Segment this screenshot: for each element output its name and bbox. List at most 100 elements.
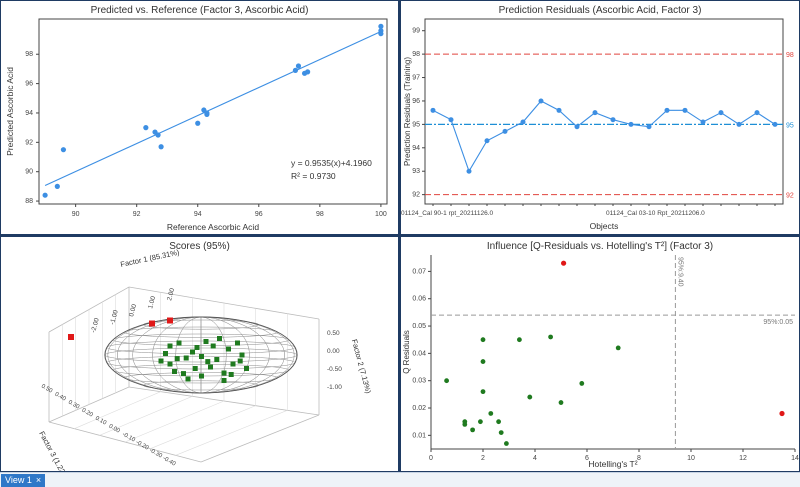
x-axis-label: Objects <box>590 221 619 231</box>
x-tick-label: 90 <box>72 211 80 218</box>
x-axis-label: Reference Ascorbic Acid <box>167 222 259 232</box>
regression-line <box>44 31 382 187</box>
x-tick-label: 10 <box>687 455 695 462</box>
factor3-tick-label: 0.20 <box>81 408 95 419</box>
prediction-residuals-panel[interactable]: Prediction Residuals (Ascorbic Acid, Fac… <box>401 1 799 234</box>
inlier-point <box>527 394 533 400</box>
predicted-vs-reference-plot[interactable]: 90 92 94 96 98 100 88 90 92 94 96 98 Reference Ascor… <box>1 1 398 234</box>
inlier-point <box>498 430 504 436</box>
y-tick-label: 94 <box>25 110 33 117</box>
y-tick-label: 97 <box>412 75 420 82</box>
residual-point <box>772 121 778 127</box>
y-axis-label: Predicted Ascorbic Acid <box>5 67 15 156</box>
outlier-point <box>167 317 173 324</box>
grid-line <box>124 400 225 443</box>
x-tick-label: 2 <box>481 455 485 462</box>
factor1-tick-label: -1.00 <box>109 309 120 325</box>
r-squared-annotation: R² = 0.9730 <box>291 171 336 181</box>
residual-point <box>628 121 634 127</box>
view-tab-bar: View 1 × <box>0 472 800 487</box>
factor2-tick-label: 0.50 <box>327 330 340 337</box>
x-tick-label: 01124_Cal 90-1 rpt_20211126.0 <box>401 210 494 217</box>
scores-3d-plot[interactable]: 2.00 1.00 0.00 -1.00 -2.00 Factor 1 (85.31%) 0… <box>1 237 398 471</box>
score-point <box>217 336 222 341</box>
x-tick-label: 92 <box>133 211 141 218</box>
equation-annotation: y = 0.9535(x)+4.1960 <box>291 158 372 168</box>
score-point <box>244 366 249 371</box>
data-point <box>305 69 311 75</box>
y-tick-label: 96 <box>25 81 33 88</box>
residual-point <box>484 138 490 144</box>
score-point <box>226 346 231 352</box>
grid-line <box>150 405 256 449</box>
inlier-point <box>462 422 468 427</box>
data-point <box>42 192 48 198</box>
y-tick-label: 98 <box>412 51 420 58</box>
inlier-point <box>478 419 483 425</box>
factor1-axis-label: Factor 1 (85.31%) <box>120 248 181 269</box>
score-point <box>221 370 227 376</box>
score-point <box>172 369 177 374</box>
x-tick-label: 0 <box>429 455 433 462</box>
x-tick-label: 96 <box>255 211 263 218</box>
y-tick-label: 98 <box>25 51 33 58</box>
factor3-tick-label: -0.40 <box>162 456 177 468</box>
chart-title: Prediction Residuals (Ascorbic Acid, Fac… <box>498 5 702 16</box>
residual-point <box>736 121 742 127</box>
influence-plot[interactable]: 0 2 4 6 8 10 12 14 0.01 0.02 0.03 0.04 0.05 0.06 0.07 9… <box>401 237 799 471</box>
score-point <box>185 376 191 382</box>
score-point <box>210 343 216 349</box>
inlier-point <box>579 381 585 386</box>
score-point <box>167 343 173 349</box>
influence-panel[interactable]: Influence [Q-Residuals vs. Hotelling's T… <box>401 237 799 471</box>
inlier-point <box>558 400 564 405</box>
y-axis-label: Q Residuals <box>402 330 411 374</box>
chart-title: Influence [Q-Residuals vs. Hotelling's T… <box>486 241 714 252</box>
ellipsoid-outline <box>104 316 298 394</box>
score-point <box>230 361 236 367</box>
score-point <box>239 352 245 358</box>
score-point <box>163 351 168 356</box>
prediction-residuals-plot[interactable]: 92 93 94 95 96 97 98 99 98 92 95 01124_Cal 90-1 rpt… <box>401 1 799 234</box>
score-point <box>203 339 209 344</box>
scores-3d-panel[interactable]: Scores (95%) 2.00 1.00 0.00 -1.00 -2.00 Facto… <box>1 237 398 471</box>
y-tick-label: 0.06 <box>412 296 426 303</box>
close-icon[interactable]: × <box>35 475 42 485</box>
outlier-point <box>68 334 74 340</box>
ellipsoid-latitude <box>106 340 296 355</box>
outlier-point <box>561 260 567 266</box>
inlier-point <box>504 441 509 446</box>
residual-point <box>700 119 706 125</box>
y-tick-label: 88 <box>25 198 33 205</box>
data-point <box>204 110 210 116</box>
chart-grid: Predicted vs. Reference (Factor 3, Ascor… <box>0 0 800 472</box>
data-point <box>143 125 149 131</box>
score-point <box>228 372 234 377</box>
tab-view-1[interactable]: View 1 × <box>1 474 46 487</box>
predicted-vs-reference-panel[interactable]: Predicted vs. Reference (Factor 3, Ascor… <box>1 1 398 234</box>
residual-point <box>520 119 526 125</box>
data-point <box>195 120 201 126</box>
y-tick-label: 0.02 <box>412 405 426 412</box>
outlier-point <box>779 410 785 417</box>
tab-label: View 1 <box>5 475 32 485</box>
data-point <box>378 23 384 29</box>
box-edge <box>200 414 320 463</box>
x-tick-label: 12 <box>739 455 747 462</box>
residual-point <box>592 110 598 116</box>
inlier-point <box>496 419 501 425</box>
factor3-tick-label: 0.00 <box>108 424 122 435</box>
lower-limit-label: 92 <box>786 193 794 200</box>
y-tick-label: 93 <box>412 168 420 175</box>
data-point <box>378 31 384 37</box>
factor3-tick-label: -0.30 <box>148 448 163 460</box>
y-tick-label: 0.05 <box>412 323 426 330</box>
residual-line <box>432 100 776 173</box>
residual-point <box>682 107 688 113</box>
score-point <box>237 358 243 364</box>
data-point <box>60 147 67 153</box>
residual-point <box>430 107 436 113</box>
score-point <box>190 349 195 355</box>
x-axis-label: Hotelling's T² <box>588 459 637 469</box>
factor2-axis-label: Factor 2 (7.13%) <box>350 338 373 395</box>
